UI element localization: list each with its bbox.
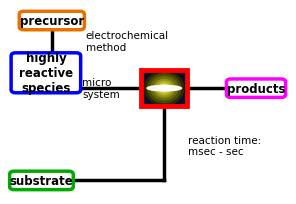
Ellipse shape — [160, 85, 168, 92]
Text: reaction time:
msec - sec: reaction time: msec - sec — [188, 135, 261, 157]
FancyBboxPatch shape — [226, 80, 286, 98]
Ellipse shape — [154, 80, 175, 98]
Ellipse shape — [148, 74, 181, 103]
FancyBboxPatch shape — [19, 12, 84, 31]
FancyBboxPatch shape — [10, 171, 73, 190]
Ellipse shape — [151, 77, 178, 100]
Text: substrate: substrate — [9, 174, 73, 187]
Text: electrochemical
method: electrochemical method — [86, 31, 169, 53]
Text: products: products — [227, 82, 285, 95]
Ellipse shape — [163, 87, 166, 90]
FancyBboxPatch shape — [11, 53, 81, 93]
Text: highly
reactive
species: highly reactive species — [19, 52, 73, 95]
Ellipse shape — [147, 86, 181, 91]
Ellipse shape — [158, 84, 170, 94]
Ellipse shape — [156, 82, 172, 95]
Ellipse shape — [162, 86, 167, 91]
Bar — [141, 71, 187, 106]
Ellipse shape — [145, 72, 184, 106]
Bar — [141, 71, 187, 106]
Text: micro
system: micro system — [82, 78, 120, 100]
Text: precursor: precursor — [20, 15, 84, 28]
